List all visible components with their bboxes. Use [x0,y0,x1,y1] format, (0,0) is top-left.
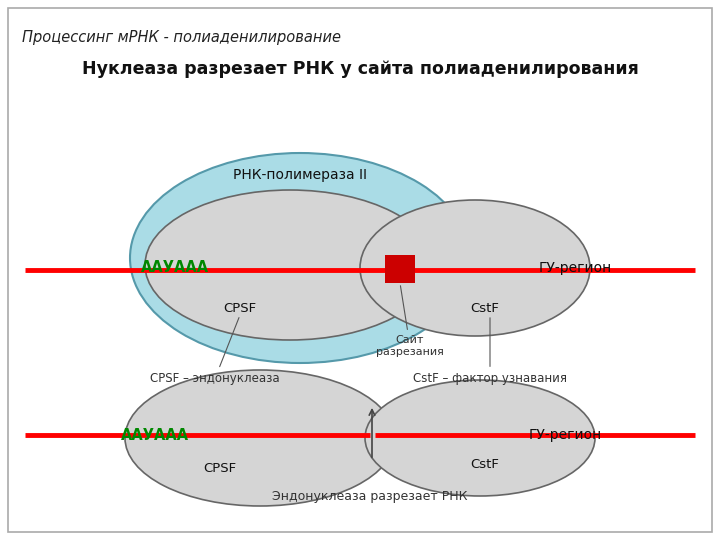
Text: ГУ-регион: ГУ-регион [528,428,602,442]
Text: CstF – фактор узнавания: CstF – фактор узнавания [413,318,567,385]
Ellipse shape [130,153,470,363]
Text: ААУААА: ААУААА [121,428,189,442]
Text: Эндонуклеаза разрезает РНК: Эндонуклеаза разрезает РНК [272,490,468,503]
Ellipse shape [145,190,435,340]
Text: CPSF: CPSF [204,462,237,475]
Text: Процессинг мРНК - полиаденилирование: Процессинг мРНК - полиаденилирование [22,30,341,45]
FancyBboxPatch shape [8,8,712,532]
Text: Нуклеаза разрезает РНК у сайта полиаденилирования: Нуклеаза разрезает РНК у сайта полиадени… [81,60,639,78]
Ellipse shape [360,200,590,336]
Text: РНК-полимераза II: РНК-полимераза II [233,168,367,182]
Ellipse shape [125,370,395,506]
Ellipse shape [365,380,595,496]
Bar [385,255,415,283]
Text: CPSF – эндонуклеаза: CPSF – эндонуклеаза [150,318,280,385]
Text: CPSF: CPSF [223,301,256,314]
Text: ААУААА: ААУААА [141,260,209,275]
Text: Сайт
разрезания: Сайт разрезания [376,286,444,356]
Text: CstF: CstF [471,458,500,471]
Text: CstF: CstF [471,301,500,314]
Text: ГУ-регион: ГУ-регион [539,261,611,275]
